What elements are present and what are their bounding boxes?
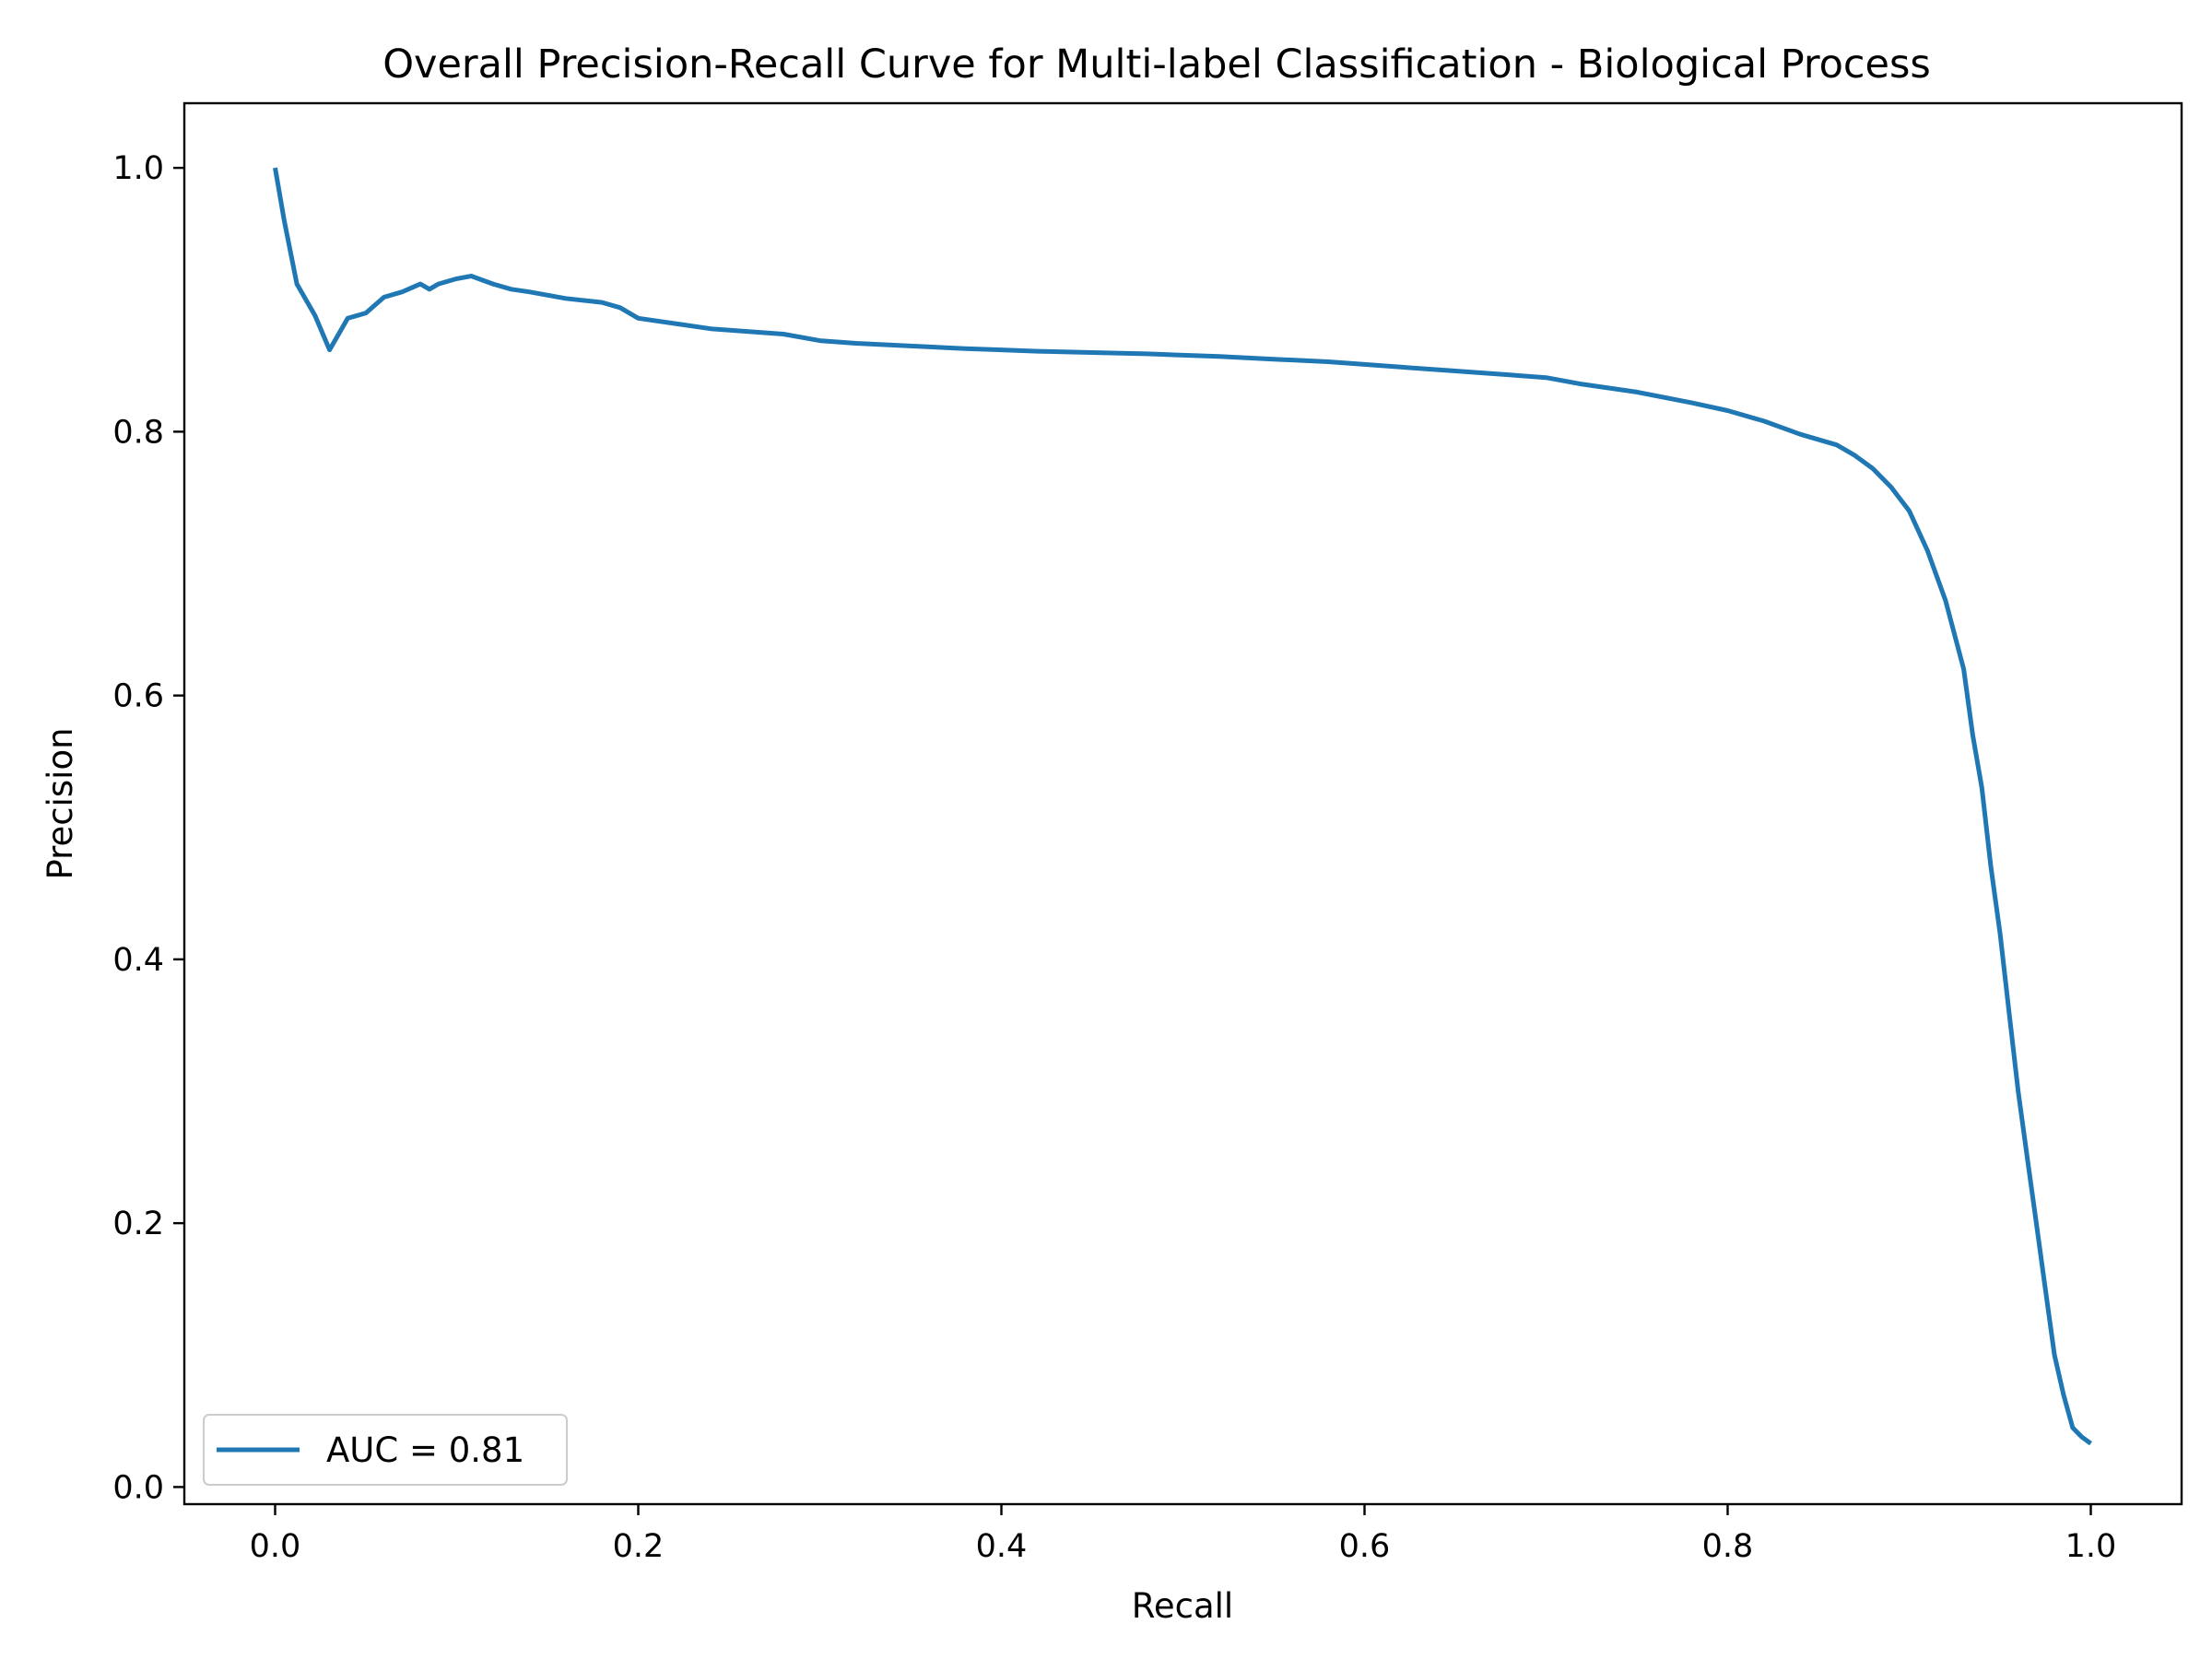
x-tick-label: 0.6 [1339, 1528, 1391, 1565]
plot-area-frame [182, 101, 2183, 1506]
x-ticks: 0.0 0.2 0.4 0.6 0.8 1.0 [250, 1504, 2117, 1565]
y-tick-label: 0.8 [112, 414, 164, 451]
plot-lines [273, 167, 2092, 1446]
chart-title: Overall Precision-Recall Curve for Multi… [382, 41, 1931, 88]
x-tick-label: 0.2 [613, 1528, 665, 1565]
x-tick-label: 1.0 [2065, 1528, 2117, 1565]
y-tick-label: 1.0 [112, 150, 164, 187]
legend-label: AUC = 0.81 [326, 1430, 524, 1470]
legend: AUC = 0.81 [203, 1414, 568, 1486]
x-tick-label: 0.4 [976, 1528, 1028, 1565]
x-axis-label: Recall [1132, 1586, 1233, 1626]
series-line [273, 167, 2092, 1446]
y-ticks: 0.0 0.2 0.4 0.6 0.8 1.0 [112, 150, 184, 1506]
y-tick-label: 0.4 [112, 942, 164, 979]
y-tick-label: 0.2 [112, 1206, 164, 1242]
y-axis-label: Precision [41, 727, 80, 879]
legend-box [203, 1414, 568, 1486]
y-tick-label: 0.0 [112, 1469, 164, 1506]
y-tick-label: 0.6 [112, 678, 164, 715]
x-tick-label: 0.0 [250, 1528, 301, 1565]
x-tick-label: 0.8 [1702, 1528, 1754, 1565]
